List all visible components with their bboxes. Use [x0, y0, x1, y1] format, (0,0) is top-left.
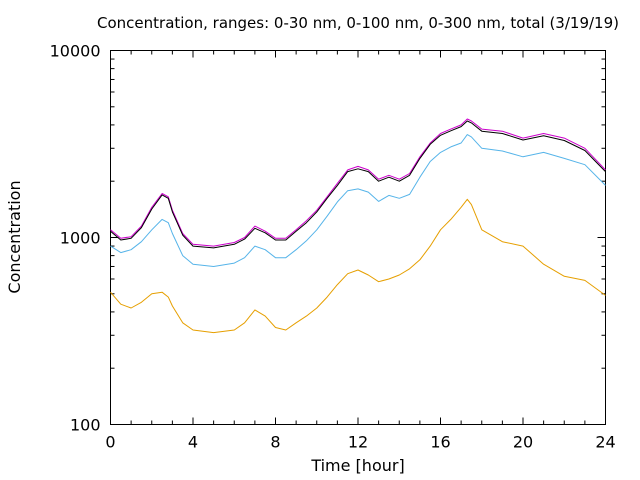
- y-axis-label: Concentration: [5, 180, 24, 293]
- y-tick-label: 10000: [50, 42, 101, 61]
- y-tick-label: 100: [70, 416, 101, 435]
- y-tick-label: 1000: [60, 229, 101, 248]
- x-axis: 0 4 8 12 16 20 24: [105, 50, 616, 452]
- x-tick-label: 16: [430, 433, 450, 452]
- x-tick-label: 0: [105, 433, 115, 452]
- chart-title: Concentration, ranges: 0-30 nm, 0-100 nm…: [97, 14, 619, 32]
- x-tick-label: 24: [595, 433, 615, 452]
- x-axis-label: Time [hour]: [310, 456, 404, 475]
- series-line-4: [110, 198, 606, 334]
- y-axis: 100 1000 10000: [50, 42, 606, 435]
- x-tick-label: 12: [348, 433, 368, 452]
- x-tick-label: 20: [513, 433, 533, 452]
- x-tick-label: 4: [188, 433, 198, 452]
- series-lines: [110, 118, 606, 334]
- series-line-3: [110, 134, 606, 267]
- series-line-2: [110, 120, 606, 249]
- x-tick-label: 8: [270, 433, 280, 452]
